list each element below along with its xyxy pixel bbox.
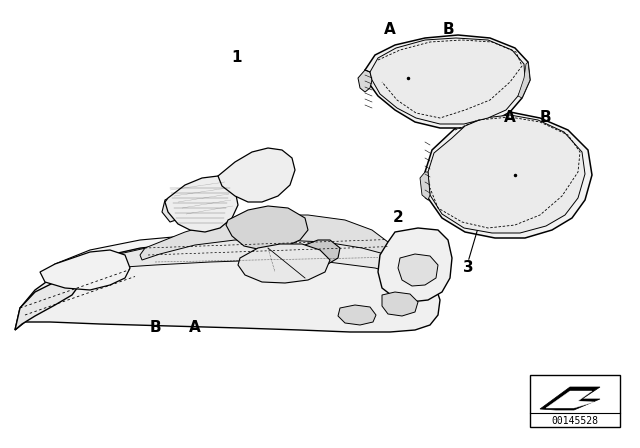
Text: A: A (384, 22, 396, 38)
Polygon shape (540, 387, 600, 410)
Polygon shape (302, 240, 340, 265)
Text: A: A (504, 111, 516, 125)
Text: 1: 1 (232, 51, 243, 65)
Polygon shape (162, 150, 275, 222)
Text: B: B (442, 22, 454, 38)
Polygon shape (425, 112, 592, 238)
Polygon shape (382, 292, 418, 316)
Text: 00145528: 00145528 (552, 416, 598, 426)
Polygon shape (226, 206, 308, 250)
Polygon shape (40, 250, 130, 290)
Text: A: A (189, 320, 201, 336)
Polygon shape (428, 115, 585, 233)
Bar (530, 375, 620, 427)
Polygon shape (420, 172, 430, 200)
Polygon shape (370, 38, 525, 124)
Polygon shape (238, 244, 330, 283)
Text: 3: 3 (463, 260, 474, 276)
Polygon shape (518, 62, 530, 98)
Polygon shape (165, 176, 238, 232)
Polygon shape (378, 228, 452, 302)
Polygon shape (45, 233, 425, 272)
Polygon shape (365, 35, 530, 128)
Polygon shape (358, 70, 372, 92)
Text: B: B (539, 111, 551, 125)
Polygon shape (218, 148, 295, 202)
Text: B: B (149, 320, 161, 336)
Polygon shape (15, 280, 80, 330)
Polygon shape (546, 391, 594, 408)
Polygon shape (15, 240, 440, 332)
Polygon shape (338, 305, 376, 325)
Polygon shape (80, 238, 410, 275)
Polygon shape (398, 254, 438, 286)
Polygon shape (140, 215, 392, 260)
Text: 2: 2 (392, 211, 403, 225)
